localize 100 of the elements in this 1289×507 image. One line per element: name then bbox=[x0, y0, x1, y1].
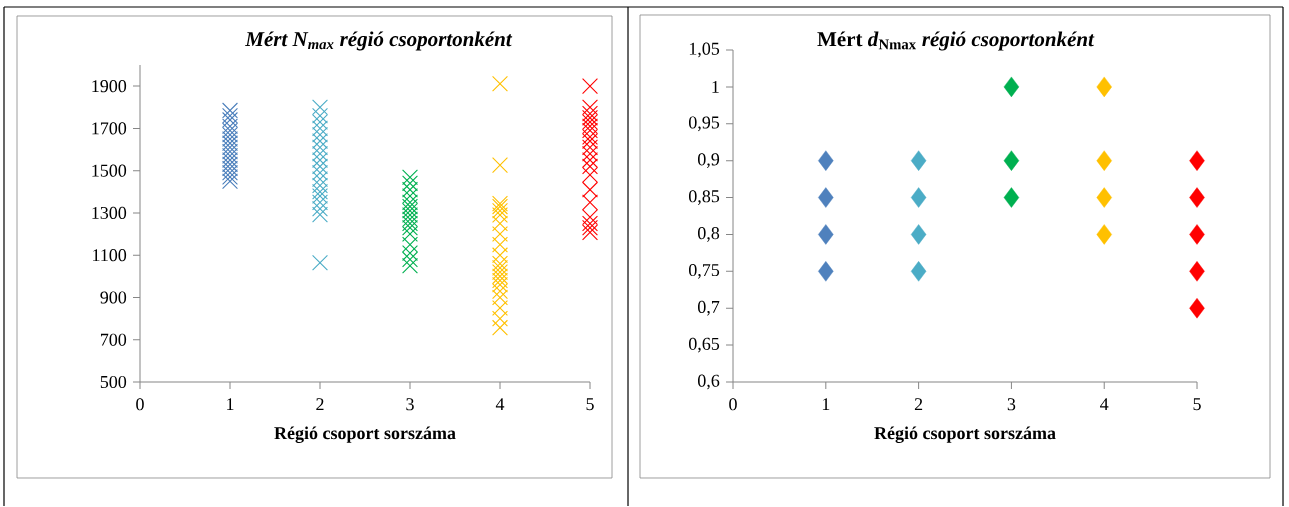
y-tick-label: 0,85 bbox=[689, 190, 720, 206]
point bbox=[492, 207, 508, 224]
y-tick-label: 0,95 bbox=[689, 116, 720, 132]
x-tick-label: 5 bbox=[1193, 398, 1201, 411]
point bbox=[818, 187, 834, 208]
point bbox=[1096, 224, 1112, 245]
x-tick-label: 0 bbox=[136, 398, 144, 411]
point bbox=[582, 145, 598, 162]
point bbox=[222, 148, 238, 165]
point bbox=[312, 184, 328, 200]
x-tick-label: 5 bbox=[586, 398, 594, 411]
y-tick-label: 1 bbox=[712, 81, 719, 94]
point bbox=[402, 198, 418, 215]
point bbox=[910, 187, 927, 208]
point bbox=[222, 139, 238, 156]
point bbox=[582, 118, 598, 135]
point bbox=[312, 158, 328, 175]
point bbox=[312, 188, 328, 205]
point bbox=[1189, 298, 1205, 319]
x-tick-label: 3 bbox=[406, 398, 414, 411]
point bbox=[402, 175, 418, 192]
point bbox=[582, 110, 598, 126]
point bbox=[402, 211, 418, 228]
chart-title: Mért d$_{Nmax}$ régió csoportonként bbox=[817, 31, 1095, 51]
point bbox=[222, 169, 238, 186]
point bbox=[222, 126, 238, 143]
y-tick-label: 0,6 bbox=[698, 374, 720, 390]
point bbox=[312, 139, 328, 156]
point bbox=[402, 226, 418, 243]
x-tick-label: 1 bbox=[822, 398, 830, 411]
point bbox=[402, 207, 418, 224]
point bbox=[312, 114, 328, 131]
point bbox=[312, 133, 328, 150]
point bbox=[582, 105, 598, 122]
point bbox=[312, 107, 328, 124]
y-tick-label: 1100 bbox=[93, 249, 127, 262]
point bbox=[402, 257, 418, 274]
point bbox=[222, 160, 238, 177]
point bbox=[402, 169, 418, 186]
point bbox=[222, 112, 238, 129]
point bbox=[1189, 261, 1205, 282]
point bbox=[492, 215, 508, 232]
point bbox=[492, 255, 508, 272]
point bbox=[312, 177, 328, 194]
chart-title: Mért N$_{max}$ régió csoportonként bbox=[245, 31, 513, 51]
point bbox=[582, 215, 598, 232]
point bbox=[402, 203, 418, 219]
y-tick-label: 900 bbox=[100, 291, 127, 304]
point bbox=[402, 188, 418, 205]
point bbox=[312, 145, 328, 162]
point bbox=[1096, 150, 1112, 172]
point bbox=[312, 126, 328, 143]
point bbox=[312, 120, 328, 137]
point bbox=[222, 135, 238, 152]
point bbox=[1003, 187, 1020, 208]
point bbox=[312, 165, 328, 181]
point bbox=[492, 277, 508, 293]
point bbox=[582, 99, 598, 116]
x-tick-label: 1 bbox=[227, 398, 234, 411]
point bbox=[492, 203, 508, 219]
point bbox=[492, 268, 508, 285]
point bbox=[910, 261, 927, 282]
x-tick-label: 4 bbox=[1100, 398, 1109, 411]
y-tick-label: 0,75 bbox=[689, 264, 720, 279]
point bbox=[312, 152, 328, 169]
y-tick-label: 1700 bbox=[92, 122, 127, 135]
point bbox=[492, 300, 508, 317]
point bbox=[582, 139, 598, 156]
point bbox=[582, 78, 598, 95]
point bbox=[222, 165, 238, 181]
point bbox=[222, 152, 238, 169]
point bbox=[1003, 76, 1020, 98]
point bbox=[492, 157, 508, 174]
point bbox=[1189, 150, 1205, 172]
point bbox=[222, 131, 238, 148]
point bbox=[582, 158, 598, 175]
point bbox=[402, 236, 418, 253]
point bbox=[582, 167, 598, 184]
point bbox=[582, 219, 598, 236]
point bbox=[1096, 76, 1112, 98]
point bbox=[312, 200, 328, 217]
point bbox=[312, 99, 328, 116]
point bbox=[402, 215, 418, 232]
point bbox=[1096, 187, 1112, 208]
point bbox=[402, 251, 418, 268]
point bbox=[492, 289, 508, 306]
y-tick-label: 500 bbox=[100, 376, 127, 389]
y-tick-label: 700 bbox=[100, 333, 127, 346]
point bbox=[582, 224, 598, 241]
y-tick-label: 0,8 bbox=[698, 227, 720, 242]
point bbox=[582, 122, 598, 139]
point bbox=[222, 102, 238, 119]
y-tick-label: 0,65 bbox=[689, 337, 720, 353]
y-tick-label: 1900 bbox=[92, 80, 127, 93]
point bbox=[818, 150, 834, 172]
y-tick-label: 0,7 bbox=[698, 301, 720, 316]
point bbox=[222, 156, 238, 173]
x-axis-title: Régió csoport sorszáma bbox=[274, 426, 456, 444]
point bbox=[582, 194, 598, 211]
point bbox=[312, 206, 328, 223]
